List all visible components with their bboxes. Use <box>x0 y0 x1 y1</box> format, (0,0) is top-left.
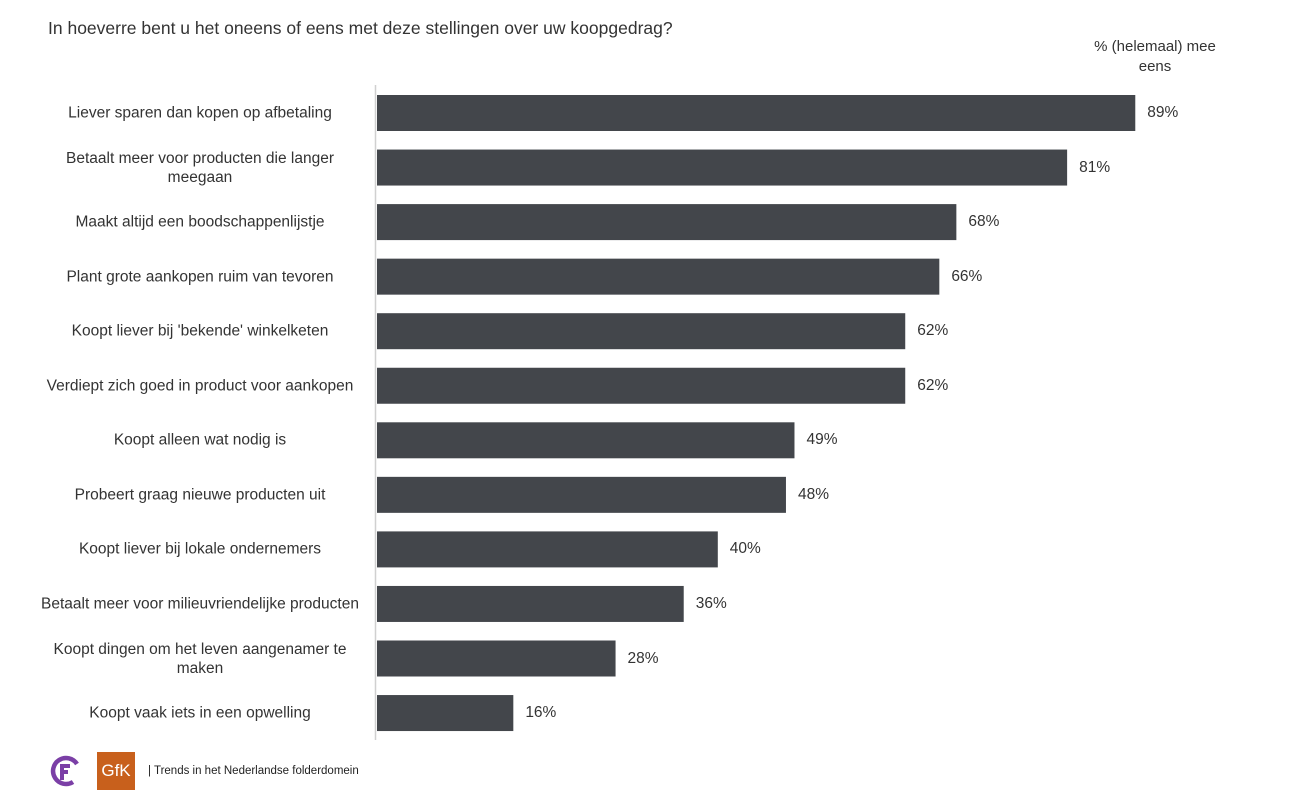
value-label: 16% <box>525 704 557 722</box>
category-label: Koopt liever bij lokale ondernemers <box>78 540 322 558</box>
category-label: Plant grote aankopen ruim van tevoren <box>66 268 334 286</box>
bar-6 <box>377 422 795 459</box>
bar-9 <box>377 585 684 622</box>
bar-11 <box>377 695 514 732</box>
bar-10 <box>377 640 616 677</box>
category-label: Probeert graag nieuwe producten uit <box>74 486 326 504</box>
value-column-header: % (helemaal) mee eens <box>1094 38 1216 75</box>
value-label: 62% <box>917 376 949 394</box>
value-label: 40% <box>729 540 761 558</box>
folder-logo-icon <box>50 755 79 787</box>
bar-3 <box>377 258 940 295</box>
bar-4 <box>377 313 906 350</box>
value-label: 36% <box>695 594 727 612</box>
bar-1 <box>377 149 1068 186</box>
value-label: 28% <box>627 649 659 667</box>
bar-8 <box>377 531 718 568</box>
gfk-logo: GfK <box>97 752 135 790</box>
value-label: 68% <box>968 213 1000 231</box>
value-label: 81% <box>1079 158 1111 176</box>
category-label: Verdiept zich goed in product voor aanko… <box>46 377 354 395</box>
value-label: 49% <box>806 431 838 449</box>
category-label: Betaalt meer voor producten die langer m… <box>66 149 334 186</box>
chart-title: In hoeverre bent u het oneens of eens me… <box>48 18 673 38</box>
category-label: Liever sparen dan kopen op afbetaling <box>68 104 332 122</box>
value-label: 62% <box>917 322 949 340</box>
bar-0 <box>377 95 1136 131</box>
value-label: 48% <box>797 485 829 503</box>
bar-2 <box>377 204 957 241</box>
category-label: Maakt altijd een boodschappenlijstje <box>75 213 325 231</box>
value-label: 89% <box>1147 104 1179 121</box>
category-label: Koopt vaak iets in een opwelling <box>89 704 311 722</box>
bar-7 <box>377 476 786 513</box>
category-label: Koopt liever bij 'bekende' winkelketen <box>71 322 329 340</box>
category-label: Betaalt meer voor milieuvriendelijke pro… <box>41 595 359 613</box>
category-label: Koopt dingen om het leven aangenamer te … <box>53 640 347 677</box>
value-label: 66% <box>951 267 983 285</box>
category-label: Koopt alleen wat nodig is <box>113 431 287 449</box>
footer-text: | Trends in het Nederlandse folderdomein <box>148 765 359 777</box>
bar-5 <box>377 367 906 404</box>
